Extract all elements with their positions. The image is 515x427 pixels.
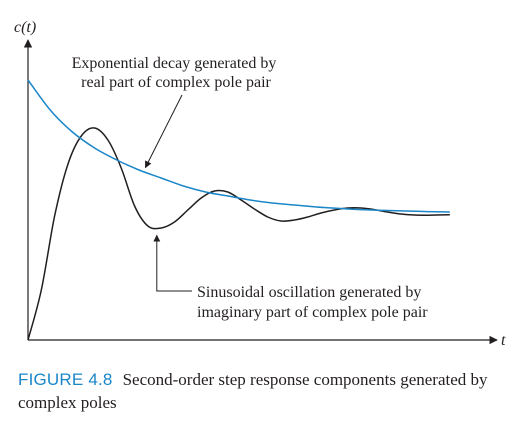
annotation-decay-line-1: Exponential decay generated by	[72, 55, 277, 72]
annotation-decay-arrow	[144, 94, 183, 169]
annotation-decay-line-2: real part of complex pole pair	[81, 74, 271, 91]
x-axis-label: t	[501, 332, 506, 349]
annotation-oscillation-line-2: imaginary part of complex pole pair	[197, 304, 428, 321]
annotation-decay: Exponential decay generated by real part…	[72, 55, 281, 169]
figure-number: FIGURE 4.8	[18, 370, 113, 389]
y-axis-label: c(t)	[14, 19, 36, 36]
caption-text: Second-order step response components ge…	[18, 370, 488, 412]
svg-text:Sinusoidal oscillation generat: Sinusoidal oscillation generated by imag…	[197, 284, 428, 321]
figure-caption: FIGURE 4.8 Second-order step response com…	[18, 368, 508, 414]
svg-text:Exponential decay generated by: Exponential decay generated by real part…	[72, 55, 281, 91]
annotation-oscillation: Sinusoidal oscillation generated by imag…	[153, 234, 428, 321]
annotation-oscillation-arrow	[153, 234, 192, 292]
series-envelope-curve	[27, 79, 450, 213]
annotation-oscillation-line-1: Sinusoidal oscillation generated by	[197, 284, 421, 301]
step-response-chart: c(t) t Exponential decay generated by re…	[14, 19, 506, 349]
